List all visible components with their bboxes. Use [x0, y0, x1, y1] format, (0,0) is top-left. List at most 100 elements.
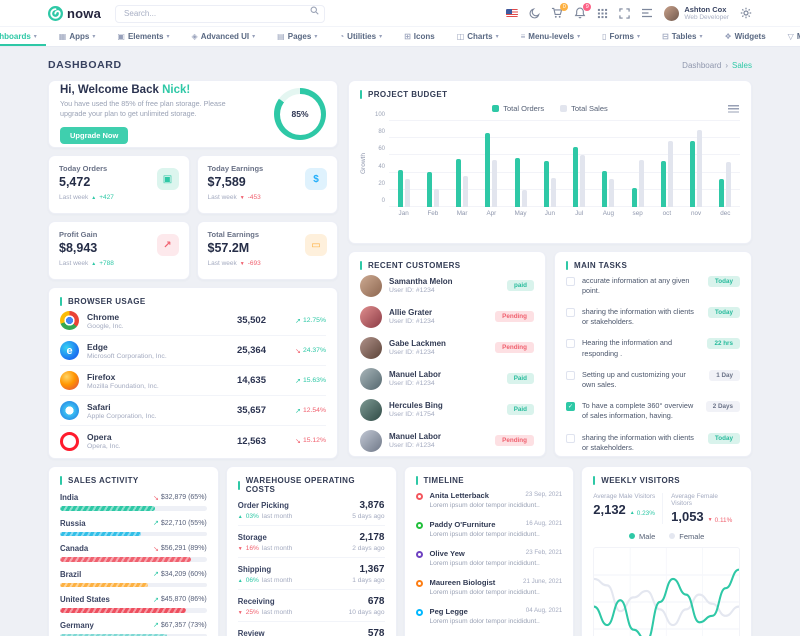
bar-group-dec[interactable] [711, 121, 740, 207]
female-visitors-stat: Average Female Visitors 1,053 ▼ 0.11% [662, 493, 740, 524]
bar-group-may[interactable] [506, 121, 535, 207]
nav-item-dashboards[interactable]: ⌂ Dashboards ▾ [0, 27, 46, 46]
notifications-bell-icon[interactable]: 9 [574, 3, 592, 19]
fullscreen-icon[interactable] [619, 7, 630, 19]
sales-activity-title: SALES ACTIVITY [60, 476, 207, 485]
bar-group-nov[interactable] [682, 121, 711, 207]
task-checkbox[interactable] [566, 370, 575, 380]
upgrade-now-button[interactable]: Upgrade Now [60, 127, 129, 145]
nav-item-apps[interactable]: ▦ Apps ▾ [58, 32, 96, 41]
cart-icon[interactable]: 0 [551, 3, 569, 19]
warehouse-row-storage: Storage 2,178 ▼ 16% last month 2 days ago [237, 526, 385, 558]
timeline-row[interactable]: Olive Yew 23 Feb, 2021 Lorem ipsum dolor… [415, 543, 562, 572]
browser-row-edge[interactable]: Edge Microsoft Corporation, Inc. 25,364 … [60, 336, 326, 366]
timeline-title: TIMELINE [416, 476, 563, 485]
language-flag-icon[interactable] [506, 9, 519, 17]
progress-bar [60, 582, 207, 587]
task-checkbox[interactable] [566, 339, 575, 349]
chevron-down-icon: ▾ [252, 34, 256, 40]
nav-item-tables[interactable]: ⊟ Tables ▾ [661, 32, 703, 41]
timeline-row[interactable]: Paddy O'Furniture 16 Aug, 2021 Lorem ips… [415, 514, 562, 543]
customer-row[interactable]: Manuel Labor User ID: #1234 Pending [360, 425, 534, 456]
bar-group-jun[interactable] [535, 121, 564, 207]
nav-item-maps[interactable]: ▽ Maps ▾ [779, 27, 800, 46]
bar-group-apr[interactable] [477, 121, 506, 207]
stat-card-today-earnings[interactable]: Today Earnings $7,589 $ Last week ▼ -453 [196, 155, 338, 214]
progress-bar [60, 506, 207, 511]
browser-row-opera[interactable]: Opera Opera, Inc. 12,563 ↘ 15.12% [60, 426, 326, 456]
nav-item-advanced-ui[interactable]: ◈ Advanced UI ▾ [191, 32, 256, 41]
customer-row[interactable]: Manuel Labor User ID: #1234 Paid [360, 363, 534, 394]
dollar-icon: $ [305, 168, 327, 190]
sales-row-india: India ↘ $32,879 (65%) [60, 493, 207, 511]
legend-total-orders[interactable]: Total Orders [492, 104, 544, 113]
search-icon[interactable] [310, 6, 319, 15]
nav-item-pages[interactable]: ▤ Pages ▾ [277, 32, 318, 41]
task-checkbox[interactable] [566, 276, 575, 286]
legend-female[interactable]: Female [669, 532, 704, 541]
bar-group-jan[interactable] [389, 121, 418, 207]
user-role: Web Developer [684, 14, 729, 21]
warehouse-row-review: Review 578 ▲ 55%last month 11 days ago [237, 628, 385, 636]
sales-row-germany: Germany ↗ $67,357 (73%) [60, 621, 207, 636]
main-tasks-title: MAIN TASKS [566, 261, 740, 270]
nav-item-menu-levels[interactable]: ≡ Menu-levels ▾ [520, 32, 581, 41]
breadcrumb-separator: › [725, 60, 728, 70]
sidebar-toggle-icon[interactable] [641, 8, 653, 18]
gear-icon[interactable] [740, 7, 752, 19]
app-logo[interactable]: nowa [48, 5, 101, 21]
browser-row-chrome[interactable]: Chrome Google, Inc. 35,502 ↗ 12.75% [60, 306, 326, 336]
storage-progress-value: 85% [281, 95, 319, 133]
chart-menu-icon[interactable] [728, 105, 739, 113]
bar-group-oct[interactable] [652, 121, 681, 207]
timeline-row[interactable]: Anita Letterback 23 Sep, 2021 Lorem ipsu… [415, 485, 562, 514]
bar-group-mar[interactable] [448, 121, 477, 207]
customer-row[interactable]: Samantha Melon User ID: #1234 paid [360, 270, 534, 301]
nav-item-charts[interactable]: ◫ Charts ▾ [456, 32, 499, 41]
legend-male[interactable]: Male [628, 532, 655, 541]
search-input[interactable] [115, 4, 326, 23]
status-badge: Paid [506, 373, 534, 384]
customer-row[interactable]: Allie Grater User ID: #1234 Pending [360, 301, 534, 332]
visitors-line-chart [593, 547, 741, 636]
legend-total-sales[interactable]: Total Sales [560, 104, 608, 113]
stat-card-profit-gain[interactable]: Profit Gain $8,943 ↗ Last week ▲ +788 [48, 221, 190, 280]
stat-card-today-orders[interactable]: Today Orders 5,472 ▣ Last week ▲ +427 [48, 155, 190, 214]
sales-row-united-states: United States ↗ $45,870 (86%) [60, 595, 207, 613]
bar-group-aug[interactable] [594, 121, 623, 207]
timeline-row[interactable]: Peg Legge 04 Aug, 2021 Lorem ipsum dolor… [415, 601, 562, 630]
bar-group-jul[interactable] [565, 121, 594, 207]
progress-bar [60, 608, 207, 613]
task-row: sharing the information with clients or … [566, 301, 740, 332]
nav-item-utilities[interactable]: ◔ Utilities ▾ [339, 32, 383, 41]
chevron-down-icon: ▾ [166, 34, 170, 40]
bar-group-feb[interactable] [418, 121, 447, 207]
warehouse-costs-card: WAREHOUSE OPERATING COSTS Order Picking … [225, 466, 397, 636]
timeline-row[interactable]: Letterbac 04 Aug, 2021 Lorem ipsum dolor… [416, 630, 563, 636]
task-checkbox[interactable] [566, 433, 575, 443]
status-badge: Pending [495, 435, 534, 446]
customer-row[interactable]: Gabe Lackmen User ID: #1234 Pending [360, 332, 534, 363]
task-checkbox[interactable]: ✓ [566, 402, 575, 412]
stat-card-total-earnings[interactable]: Total Earnings $57.2M ▭ Last week ▼ -693 [196, 221, 338, 280]
chevron-down-icon: ▾ [92, 34, 96, 40]
nav-item-forms[interactable]: ▯ Forms ▾ [602, 32, 640, 41]
browser-row-safari[interactable]: Safari Apple Corporation, Inc. 35,657 ↗ … [60, 396, 326, 426]
customer-row[interactable]: Hercules Bing User ID: #1754 Paid [360, 394, 534, 425]
due-badge: 1 Day [709, 369, 740, 381]
nav-item-icons[interactable]: ⊞ Icons [404, 32, 435, 41]
due-badge: 22 hrs [707, 338, 740, 350]
bar-group-sep[interactable] [623, 121, 652, 207]
due-badge: Today [707, 432, 740, 444]
user-menu[interactable]: Ashton Cox Web Developer [664, 5, 729, 21]
breadcrumb-parent[interactable]: Dashboard [682, 60, 722, 70]
timeline-dot-icon [415, 550, 423, 558]
dark-mode-moon-icon[interactable] [529, 7, 541, 19]
nav-item-elements[interactable]: ▣ Elements ▾ [117, 32, 170, 41]
timeline-row[interactable]: Maureen Biologist 21 June, 2021 Lorem ip… [415, 572, 562, 601]
browser-row-firefox[interactable]: Firefox Mozilla Foundation, Inc. 14,635 … [60, 366, 326, 396]
nav-item-widgets[interactable]: ❖ Widgets [724, 32, 766, 41]
task-checkbox[interactable] [566, 307, 575, 317]
wallet-icon: ▭ [305, 234, 327, 256]
apps-grid-icon[interactable] [597, 8, 608, 19]
